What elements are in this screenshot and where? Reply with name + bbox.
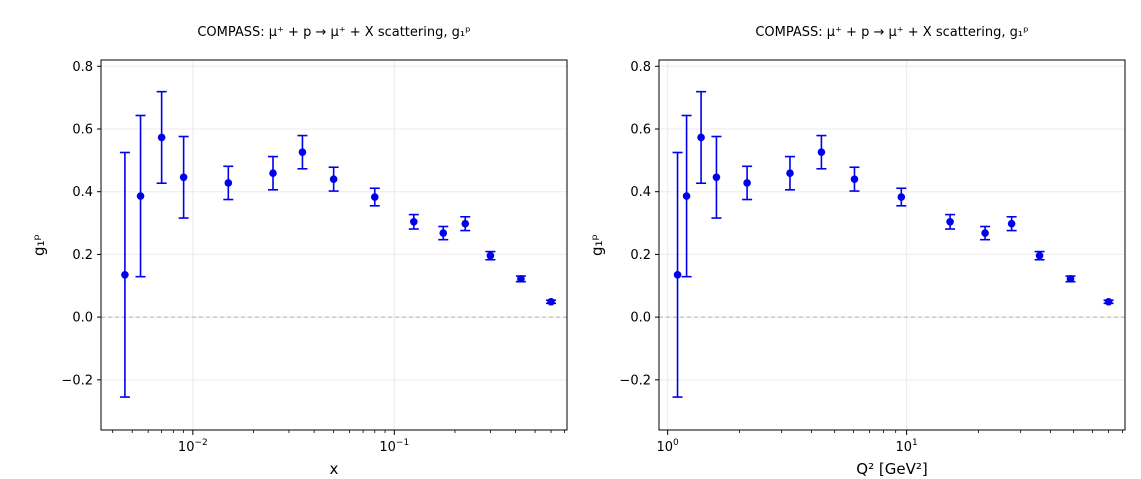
y-axis-label: g₁ᵖ [588,234,606,256]
marker [269,169,277,177]
marker [136,192,145,200]
chart-title: COMPASS: μ⁺ + p → μ⁺ + X scattering, g₁ᵖ [755,25,1028,40]
marker [517,275,525,283]
marker [1035,251,1044,260]
data-point [460,215,471,232]
data-point [268,155,279,191]
y-tick-label: 0.0 [72,311,93,326]
data-point [1065,275,1076,283]
marker [329,175,338,183]
marker [224,179,233,187]
data-point [1034,250,1045,261]
marker [897,193,906,201]
y-tick-label: 0.2 [630,248,651,263]
x-tick-label: 101 [895,438,917,455]
data-point [408,213,419,230]
y-tick-label: 0.8 [72,60,93,75]
data-point [223,165,234,201]
data-point [297,134,308,170]
marker [786,169,794,177]
marker [743,179,751,187]
y-tick-label: −0.2 [619,373,651,388]
marker [121,270,129,279]
data-point [546,297,557,306]
marker [298,148,307,156]
data-point [945,213,956,230]
data-point [328,166,339,192]
x-tick-label: 100 [657,438,680,455]
panel-1: COMPASS: μ⁺ + p → μ⁺ + X scattering, g₁ᵖ… [30,25,568,478]
axes-frame [100,59,568,431]
marker [157,133,166,142]
marker [486,251,495,260]
y-tick-label: 0.4 [630,185,651,200]
y-tick-label: 0.2 [72,248,93,263]
panel-2: COMPASS: μ⁺ + p → μ⁺ + X scattering, g₁ᵖ… [588,25,1126,478]
data-point [119,151,130,398]
marker [712,173,721,182]
y-tick-label: −0.2 [61,373,93,388]
marker [370,193,379,201]
data-point [742,165,753,201]
data-point [178,135,189,219]
marker [179,173,188,182]
marker [439,229,448,237]
y-tick-label: 0.4 [72,185,93,200]
data-point [135,114,146,278]
data-point [896,187,907,207]
marker [697,133,705,142]
marker [547,297,555,306]
marker [461,219,470,228]
data-point [438,225,449,241]
marker [981,229,989,237]
data-point [1006,215,1017,232]
data-point [849,166,860,192]
data-point [672,151,683,398]
data-point [369,187,380,207]
data-point [980,225,991,241]
y-tick-label: 0.6 [72,122,93,137]
data-point [515,275,526,283]
x-tick-label: 10−2 [178,438,208,455]
marker [673,270,682,279]
marker [946,217,954,226]
data-point [1103,297,1114,306]
data-point [696,90,707,185]
data-point [681,114,692,278]
marker [410,217,418,226]
x-axis-label: Q² [GeV²] [856,460,927,478]
marker [817,148,826,156]
marker [1007,219,1016,228]
marker [850,175,859,183]
y-axis-label: g₁ᵖ [30,234,48,256]
marker [1066,275,1075,283]
y-tick-label: 0.8 [630,60,651,75]
axes-frame [658,59,1126,431]
y-tick-label: 0.0 [630,311,651,326]
data-point [485,250,496,261]
y-tick-label: 0.6 [630,122,651,137]
x-tick-label: 10−1 [379,438,409,455]
data-point [711,135,722,219]
data-point [156,90,167,185]
x-axis-label: x [330,460,339,478]
marker [1104,297,1113,306]
data-point [816,134,827,170]
chart-title: COMPASS: μ⁺ + p → μ⁺ + X scattering, g₁ᵖ [197,25,470,40]
marker [682,192,691,200]
data-point [784,155,795,191]
